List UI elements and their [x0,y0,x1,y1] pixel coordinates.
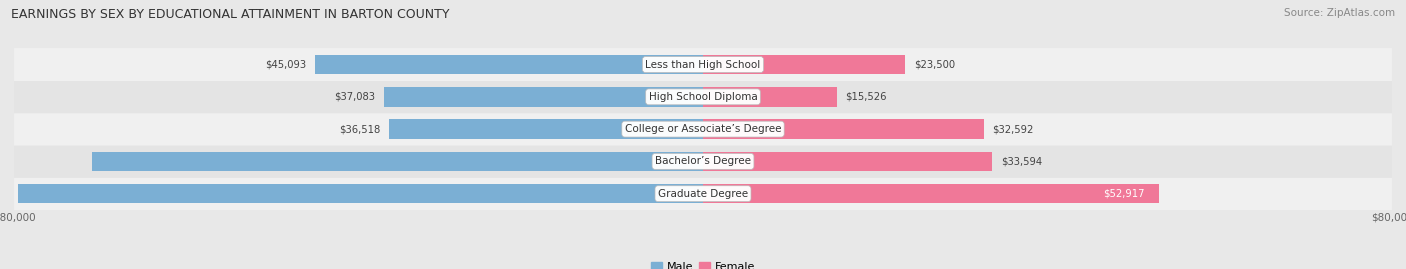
Bar [703,152,993,171]
Text: College or Associate’s Degree: College or Associate’s Degree [624,124,782,134]
Bar [315,55,703,74]
FancyBboxPatch shape [14,113,1392,146]
Text: $79,583: $79,583 [682,189,724,199]
Text: EARNINGS BY SEX BY EDUCATIONAL ATTAINMENT IN BARTON COUNTY: EARNINGS BY SEX BY EDUCATIONAL ATTAINMEN… [11,8,450,21]
Text: Bachelor’s Degree: Bachelor’s Degree [655,156,751,167]
FancyBboxPatch shape [14,48,1392,81]
Text: $45,093: $45,093 [264,59,307,70]
Bar [388,119,703,139]
Text: $52,917: $52,917 [1104,189,1144,199]
Text: $15,526: $15,526 [845,92,887,102]
Bar [703,55,905,74]
Bar [703,87,837,107]
Text: Source: ZipAtlas.com: Source: ZipAtlas.com [1284,8,1395,18]
Text: High School Diploma: High School Diploma [648,92,758,102]
Text: $32,592: $32,592 [993,124,1033,134]
Bar [18,184,703,203]
FancyBboxPatch shape [14,177,1392,210]
Text: $37,083: $37,083 [335,92,375,102]
Text: $33,594: $33,594 [1001,156,1042,167]
Text: $23,500: $23,500 [914,59,955,70]
Bar [703,184,1159,203]
Text: Less than High School: Less than High School [645,59,761,70]
Bar [384,87,703,107]
Text: $36,518: $36,518 [339,124,380,134]
Text: $70,952: $70,952 [685,156,725,167]
Text: Graduate Degree: Graduate Degree [658,189,748,199]
FancyBboxPatch shape [14,145,1392,178]
Bar [703,119,984,139]
FancyBboxPatch shape [14,80,1392,113]
Legend: Male, Female: Male, Female [647,257,759,269]
Bar [91,152,703,171]
